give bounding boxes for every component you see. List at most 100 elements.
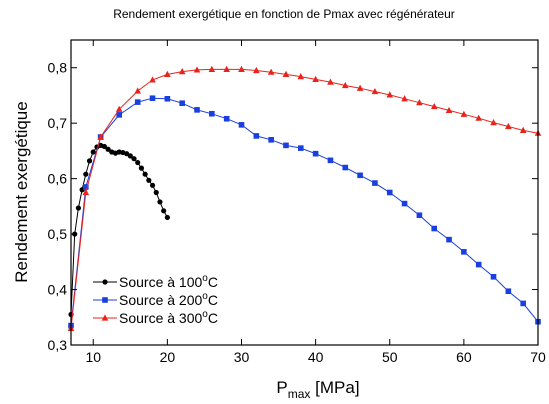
x-axis-label: Pmax [MPa] — [276, 378, 359, 401]
data-point — [327, 157, 334, 164]
data-point — [135, 159, 141, 166]
data-point — [102, 297, 108, 303]
plot-area — [67, 65, 542, 331]
data-point — [101, 143, 107, 150]
data-point — [238, 122, 245, 128]
data-point — [209, 110, 215, 117]
x-tick-label: 50 — [382, 349, 398, 365]
legend-label: Source à 200oC — [119, 291, 218, 308]
data-point — [283, 142, 289, 149]
data-point — [75, 205, 82, 211]
chart-title: Rendement exergétique en fonction de Pma… — [113, 7, 455, 21]
data-point — [282, 70, 290, 77]
y-tick-label: 0,5 — [48, 226, 68, 242]
data-point — [157, 199, 163, 205]
data-point — [475, 261, 482, 268]
x-axis-label-unit: [MPa] — [315, 378, 359, 397]
plot-frame — [70, 39, 539, 346]
x-tick-label: 20 — [160, 349, 176, 365]
data-point — [115, 105, 123, 112]
legend-item: Source à 100oC — [93, 273, 218, 290]
data-point — [490, 119, 497, 126]
y-tick-label: 0,4 — [48, 282, 68, 298]
data-point — [161, 208, 167, 214]
data-point — [149, 95, 156, 102]
series-line — [70, 68, 539, 329]
data-point — [430, 102, 438, 110]
data-point — [312, 75, 319, 82]
x-axis: 10 20 30 40 50 60 70 — [85, 40, 546, 365]
data-point — [164, 70, 171, 77]
data-point — [138, 165, 145, 171]
data-point — [446, 236, 452, 243]
y-tick-label: 0,7 — [48, 115, 68, 131]
data-point — [371, 87, 379, 95]
y-tick-label: 0,3 — [48, 337, 68, 353]
legend-label: Source à 300oC — [119, 309, 218, 326]
data-point — [83, 184, 89, 190]
x-axis-label-main: P — [276, 378, 287, 397]
data-point — [164, 95, 171, 102]
data-point — [102, 279, 108, 285]
data-point — [519, 126, 527, 133]
x-tick-label: 10 — [85, 349, 101, 365]
data-point — [431, 225, 438, 232]
series-3 — [67, 65, 542, 331]
data-point — [223, 65, 230, 72]
data-point — [116, 112, 122, 118]
data-point — [82, 188, 90, 196]
data-point — [153, 189, 159, 196]
y-axis-label: Rendement exergétique — [12, 101, 31, 282]
data-point — [416, 99, 423, 106]
data-point — [105, 146, 111, 152]
series-1 — [68, 142, 170, 318]
y-tick-label: 0,8 — [48, 60, 68, 76]
data-point — [253, 66, 260, 74]
data-point — [401, 200, 408, 207]
data-point — [312, 150, 319, 157]
data-point — [149, 76, 156, 83]
data-point — [372, 180, 378, 186]
data-point — [178, 68, 186, 75]
data-point — [193, 66, 201, 73]
data-point — [341, 81, 349, 89]
x-tick-label: 30 — [234, 349, 250, 365]
data-point — [142, 171, 148, 177]
legend-item: Source à 300oC — [93, 309, 218, 326]
data-point — [505, 288, 512, 295]
x-tick-label: 40 — [308, 349, 324, 365]
data-point — [134, 99, 141, 105]
x-axis-label-sub: max — [288, 387, 311, 401]
data-point — [297, 73, 305, 80]
data-point — [164, 214, 170, 221]
data-point — [461, 249, 467, 255]
data-point — [134, 87, 142, 94]
data-point — [386, 91, 394, 98]
data-point — [238, 65, 245, 72]
data-point — [194, 107, 200, 113]
x-tick-label: 70 — [530, 349, 546, 365]
data-point — [520, 300, 526, 307]
data-point — [268, 137, 274, 143]
data-point — [357, 172, 363, 179]
data-point — [505, 122, 512, 130]
data-point — [490, 273, 497, 280]
x-tick-label: 60 — [456, 349, 472, 365]
data-point — [401, 95, 408, 102]
data-point — [86, 158, 93, 164]
data-point — [149, 182, 156, 188]
data-point — [416, 212, 423, 219]
data-point — [83, 171, 89, 177]
data-point — [253, 133, 260, 139]
data-point — [179, 100, 185, 107]
data-point — [97, 133, 104, 140]
data-point — [475, 114, 482, 121]
data-point — [90, 149, 96, 155]
data-point — [223, 115, 230, 122]
data-point — [356, 84, 364, 91]
data-point — [131, 156, 137, 162]
data-point — [267, 68, 275, 75]
legend-item: Source à 200oC — [93, 291, 218, 308]
